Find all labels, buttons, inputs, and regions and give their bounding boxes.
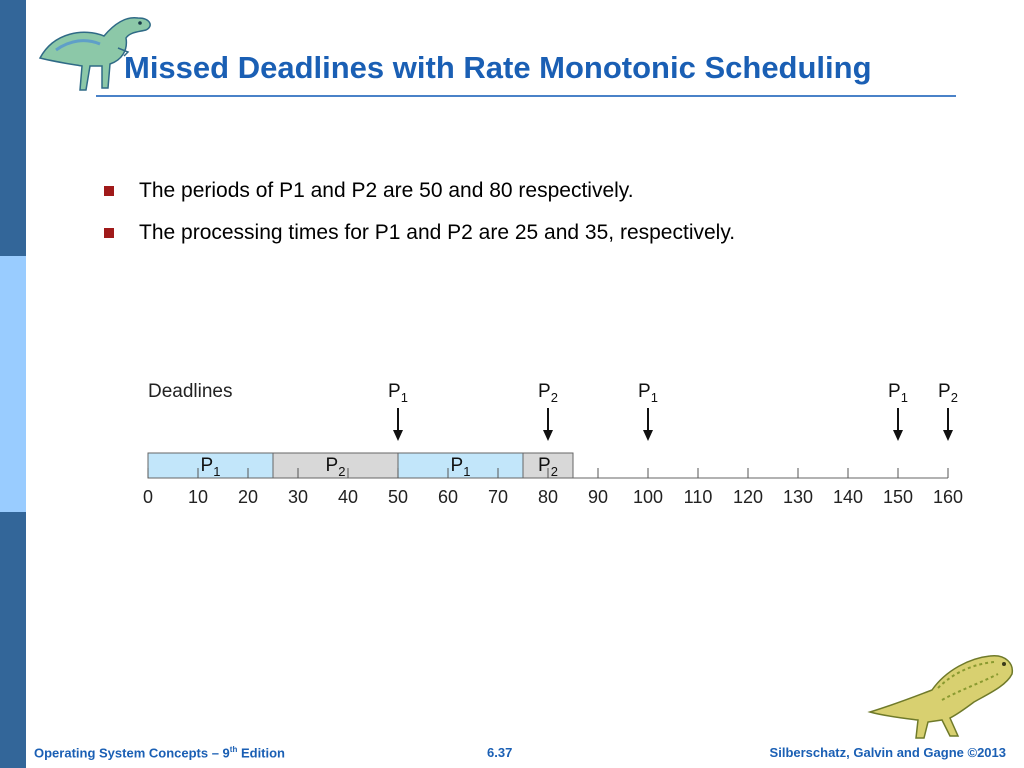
segment-label: P1 — [201, 455, 221, 479]
deadline-label: P1 — [888, 381, 908, 405]
tick-label: 0 — [143, 487, 153, 507]
deadline-label: P1 — [638, 381, 658, 405]
tick-label: 130 — [783, 487, 813, 507]
bullet-item: The periods of P1 and P2 are 50 and 80 r… — [104, 175, 735, 217]
deadline-label-main: P — [388, 381, 401, 402]
tick-label: 10 — [188, 487, 208, 507]
footer-page-number: 6.37 — [487, 745, 513, 760]
deadline-label-subscript: 1 — [401, 390, 408, 405]
tick-label: 20 — [238, 487, 258, 507]
segment-label-subscript: 1 — [213, 464, 220, 479]
tick-label: 40 — [338, 487, 358, 507]
tick-label: 100 — [633, 487, 663, 507]
dinosaur-logo-icon — [38, 16, 151, 91]
square-bullet-icon — [104, 228, 114, 238]
footer-book-title: Operating System Concepts – 9th Edition — [34, 745, 285, 760]
tick-label: 60 — [438, 487, 458, 507]
page-title: Missed Deadlines with Rate Monotonic Sch… — [124, 50, 872, 85]
segment-bar — [272, 452, 399, 479]
segment-label-subscript: 2 — [338, 464, 345, 479]
bullet-list: The periods of P1 and P2 are 50 and 80 r… — [104, 175, 735, 259]
title-divider — [96, 95, 956, 97]
segment-label-main: P — [451, 455, 464, 476]
bullet-text: The periods of P1 and P2 are 50 and 80 r… — [139, 179, 634, 202]
dinosaur-skeleton-icon — [867, 655, 1014, 739]
deadline-label: P2 — [938, 381, 958, 405]
deadline-markers: P1 P2 P1 P1 P2 — [388, 381, 958, 441]
tick-label: 110 — [684, 487, 713, 507]
square-bullet-icon — [104, 186, 114, 196]
deadline-label: P2 — [538, 381, 558, 405]
deadline-label-subscript: 1 — [901, 390, 908, 405]
segment-bar — [147, 452, 274, 479]
deadline-label-main: P — [538, 381, 551, 402]
footer-copyright: Silberschatz, Galvin and Gagne ©2013 — [769, 745, 1006, 760]
gantt-chart: Deadlines P1 P2 P1 P1 P2 P1 P2 P1 P2 0 10 20 30 40 5… — [143, 381, 963, 507]
footer-book-title-suffix: Edition — [237, 745, 286, 761]
footer-book-title-prefix: Operating System Concepts – 9 — [34, 745, 230, 761]
bullet-text: The processing times for P1 and P2 are 2… — [139, 221, 736, 244]
tick-label: 70 — [488, 487, 508, 507]
side-bar-middle-segment — [0, 256, 26, 512]
segment-label: P1 — [451, 455, 471, 479]
segment-label-main: P — [201, 455, 214, 476]
tick-label: 140 — [833, 487, 863, 507]
side-bar — [0, 0, 26, 768]
deadline-arrow-head — [943, 430, 953, 441]
segment-label-subscript: 1 — [463, 464, 470, 479]
deadline-label-main: P — [638, 381, 651, 402]
segment-label-main: P — [538, 455, 551, 476]
deadline-label-subscript: 2 — [551, 390, 558, 405]
tick-label: 50 — [388, 487, 408, 507]
deadline-label-subscript: 2 — [951, 390, 958, 405]
deadline-label-subscript: 1 — [651, 390, 658, 405]
deadline-arrow-head — [643, 430, 653, 441]
tick-label: 80 — [538, 487, 558, 507]
deadline-label: P1 — [388, 381, 408, 405]
segment-bar — [397, 452, 524, 479]
tick-label: 30 — [288, 487, 308, 507]
segment-label-main: P — [326, 455, 339, 476]
deadline-arrow-head — [393, 430, 403, 441]
side-bar-top-segment — [0, 0, 26, 256]
side-bar-bottom-segment — [0, 512, 26, 768]
deadline-arrow-head — [893, 430, 903, 441]
footer-book-title-sup: th — [229, 745, 238, 754]
tick-label: 90 — [588, 487, 608, 507]
tick-label: 160 — [933, 487, 963, 507]
deadlines-label: Deadlines — [148, 381, 233, 402]
tick-label: 150 — [883, 487, 913, 507]
timeline-ticks: 0 10 20 30 40 50 60 70 80 90 100 110 120 130 140 150 160 — [143, 468, 963, 507]
timeline-segments: P1 P2 P1 P2 — [147, 452, 574, 479]
segment-label: P2 — [326, 455, 346, 479]
deadline-label-main: P — [938, 381, 951, 402]
deadline-label-main: P — [888, 381, 901, 402]
segment-label-subscript: 2 — [551, 464, 558, 479]
deadline-arrow-head — [543, 430, 553, 441]
bullet-item: The processing times for P1 and P2 are 2… — [104, 217, 735, 259]
tick-label: 120 — [733, 487, 763, 507]
